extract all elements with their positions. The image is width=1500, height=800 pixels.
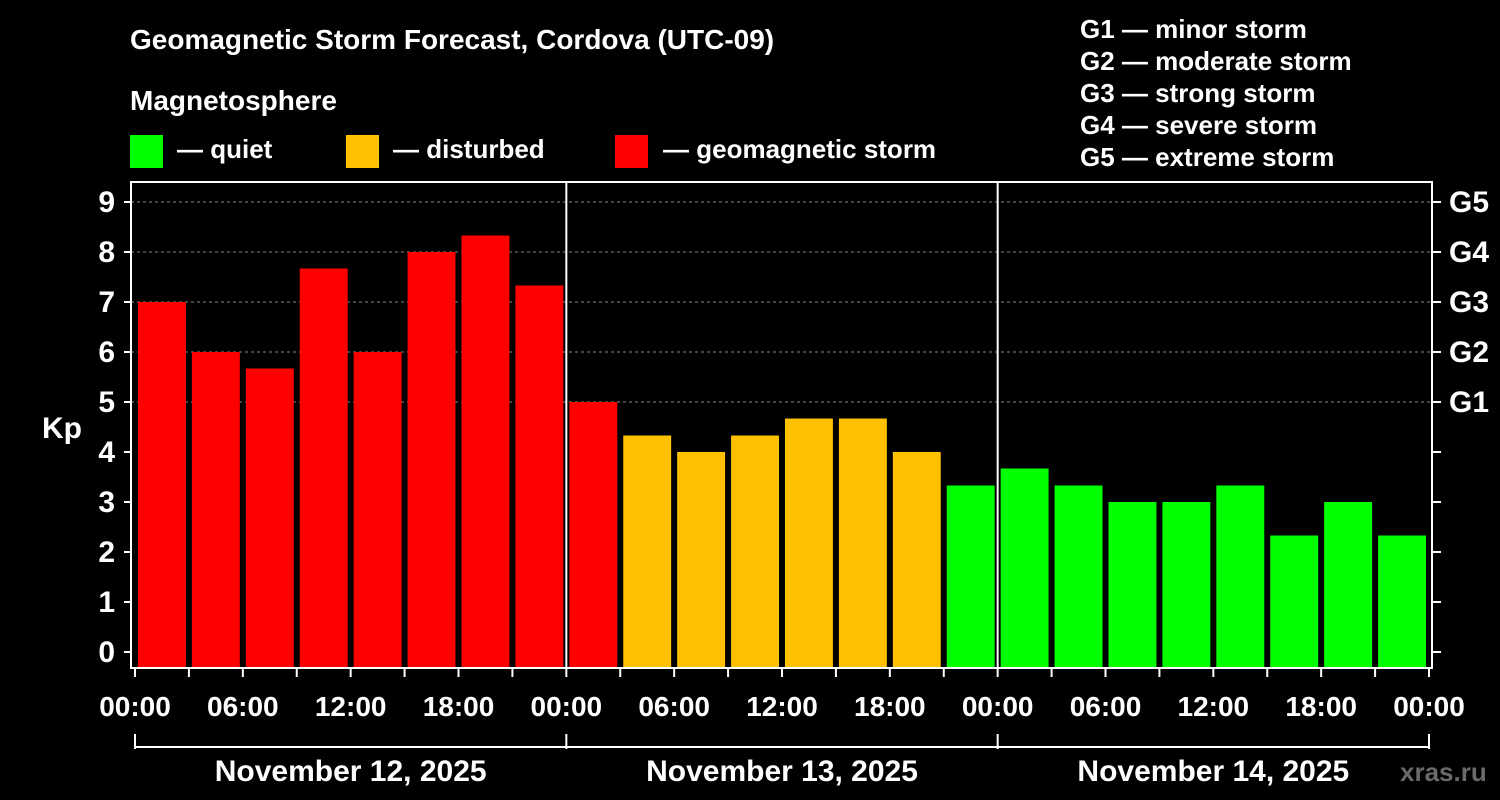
x-tick-label-2: 12:00 bbox=[315, 691, 387, 722]
right-tick-label-g4: G4 bbox=[1449, 236, 1489, 269]
x-tick-label-7: 18:00 bbox=[854, 691, 926, 722]
storm-scale-g1: G1 — minor storm bbox=[1080, 14, 1307, 44]
right-tick-label-g2: G2 bbox=[1449, 336, 1489, 369]
legend-swatch-storm bbox=[615, 135, 648, 168]
bar-9 bbox=[623, 435, 672, 668]
bar-2 bbox=[245, 368, 294, 668]
bar-5 bbox=[407, 252, 456, 668]
y-tick-label-5: 5 bbox=[98, 386, 115, 419]
legend-label-quiet: — quiet bbox=[177, 134, 273, 164]
bar-6 bbox=[461, 235, 510, 668]
bar-15 bbox=[946, 485, 995, 668]
y-ticks-left: 0 1 2 3 4 5 6 7 8 9 bbox=[98, 186, 131, 669]
x-tick-label-3: 18:00 bbox=[423, 691, 495, 722]
y-tick-label-8: 8 bbox=[98, 236, 115, 269]
y-tick-label-3: 3 bbox=[98, 486, 115, 519]
storm-scale-g4: G4 — severe storm bbox=[1080, 110, 1317, 140]
right-tick-label-g1: G1 bbox=[1449, 386, 1489, 419]
x-tick-label-5: 06:00 bbox=[638, 691, 710, 722]
bar-11 bbox=[731, 435, 779, 668]
bar-20 bbox=[1216, 485, 1265, 668]
color-legend: — quiet — disturbed — geomagnetic storm bbox=[130, 134, 936, 168]
y-tick-label-1: 1 bbox=[98, 586, 115, 619]
y-tick-label-4: 4 bbox=[98, 436, 115, 469]
legend-label-disturbed: — disturbed bbox=[393, 134, 545, 164]
bar-7 bbox=[515, 285, 564, 668]
x-tick-label-4: 00:00 bbox=[531, 691, 603, 722]
bar-16 bbox=[1000, 468, 1049, 668]
chart-title: Geomagnetic Storm Forecast, Cordova (UTC… bbox=[130, 24, 774, 55]
y-tick-label-2: 2 bbox=[98, 536, 115, 569]
bar-23 bbox=[1378, 535, 1426, 668]
right-tick-label-g3: G3 bbox=[1449, 286, 1489, 319]
y-tick-label-6: 6 bbox=[98, 336, 115, 369]
y-tick-label-9: 9 bbox=[98, 186, 115, 219]
bar-10 bbox=[677, 452, 726, 668]
bar-1 bbox=[191, 352, 240, 668]
right-tick-label-g5: G5 bbox=[1449, 186, 1489, 219]
day-labels: November 12, 2025 November 13, 2025 Novemb… bbox=[134, 734, 1430, 788]
day-label-2: November 14, 2025 bbox=[1077, 755, 1349, 788]
y-ticks-right: G1 G2 G3 G4 G5 bbox=[1432, 186, 1489, 653]
bar-3 bbox=[299, 268, 348, 668]
bar-0 bbox=[138, 302, 186, 668]
bar-17 bbox=[1054, 485, 1103, 668]
bar-22 bbox=[1324, 502, 1373, 668]
x-tick-label-1: 06:00 bbox=[207, 691, 279, 722]
bars bbox=[138, 235, 1426, 668]
x-tick-label-6: 12:00 bbox=[746, 691, 818, 722]
bar-12 bbox=[785, 418, 833, 668]
x-tick-label-8: 00:00 bbox=[962, 691, 1034, 722]
bar-19 bbox=[1162, 502, 1211, 668]
grid-lines bbox=[131, 201, 1432, 403]
bar-4 bbox=[353, 352, 402, 668]
legend-swatch-quiet bbox=[130, 135, 163, 168]
x-tick-label-10: 12:00 bbox=[1178, 691, 1250, 722]
y-axis-label: Kp bbox=[42, 412, 82, 445]
legend-label-storm: — geomagnetic storm bbox=[663, 134, 936, 164]
x-tick-label-0: 00:00 bbox=[99, 691, 171, 722]
y-tick-label-0: 0 bbox=[98, 636, 115, 669]
bar-14 bbox=[892, 452, 941, 668]
day-label-1: November 13, 2025 bbox=[646, 755, 918, 788]
x-tick-label-9: 06:00 bbox=[1070, 691, 1142, 722]
storm-scale-key: G1 — minor storm G2 — moderate storm G3 … bbox=[1080, 14, 1352, 172]
watermark: xras.ru bbox=[1400, 757, 1487, 787]
storm-scale-g2: G2 — moderate storm bbox=[1080, 46, 1352, 76]
bar-13 bbox=[838, 418, 887, 668]
legend-heading: Magnetosphere bbox=[130, 85, 337, 116]
x-tick-label-11: 18:00 bbox=[1285, 691, 1357, 722]
day-label-0: November 12, 2025 bbox=[215, 755, 487, 788]
x-ticks: 00:00 06:00 12:00 18:00 00:00 06:00 12:00 18:00… bbox=[99, 668, 1465, 722]
bar-8 bbox=[569, 402, 618, 668]
x-tick-label-12: 00:00 bbox=[1393, 691, 1465, 722]
y-tick-label-7: 7 bbox=[98, 286, 115, 319]
storm-scale-g3: G3 — strong storm bbox=[1080, 78, 1315, 108]
bar-18 bbox=[1108, 502, 1157, 668]
storm-scale-g5: G5 — extreme storm bbox=[1080, 142, 1334, 172]
bar-21 bbox=[1270, 535, 1319, 668]
legend-swatch-disturbed bbox=[346, 135, 379, 168]
